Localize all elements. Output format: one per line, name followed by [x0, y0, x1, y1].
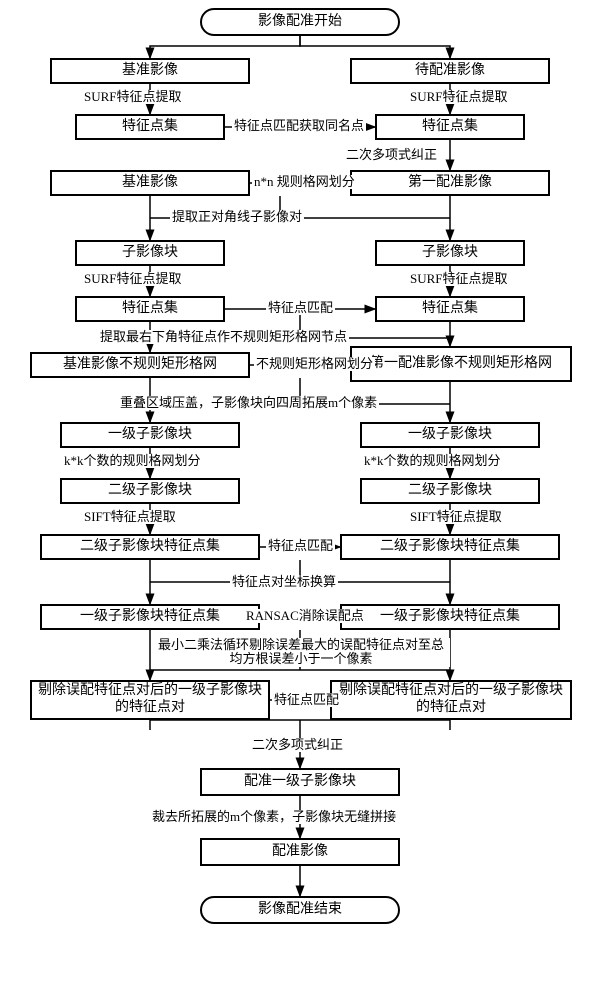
node-n1L: 基准影像	[50, 58, 250, 84]
node-n10L: 一级子影像块特征点集	[40, 604, 260, 630]
edge-label: 特征点对坐标换算	[230, 575, 338, 589]
node-n6L: 基准影像不规则矩形格网	[30, 352, 250, 378]
edge-label: 特征点匹配	[266, 301, 335, 315]
node-n12: 配准一级子影像块	[200, 768, 400, 796]
edge-label: SURF特征点提取	[408, 272, 510, 286]
node-n2R: 特征点集	[375, 114, 525, 140]
edge-label: 提取正对角线子影像对	[170, 210, 304, 224]
node-n3L: 基准影像	[50, 170, 250, 196]
edge-label: 裁去所拓展的m个像素，子影像块无缝拼接	[150, 810, 398, 824]
edge-label: 最小二乘法循环剔除误差最大的误配特征点对至总均方根误差小于一个像素	[152, 638, 450, 667]
edge-label: RANSAC消除误配点	[244, 609, 366, 623]
node-n5L: 特征点集	[75, 296, 225, 322]
node-n11R: 剔除误配特征点对后的一级子影像块的特征点对	[330, 680, 572, 720]
node-n9L: 二级子影像块特征点集	[40, 534, 260, 560]
node-n7L: 一级子影像块	[60, 422, 240, 448]
node-n8R: 二级子影像块	[360, 478, 540, 504]
edge-label: 特征点匹配	[272, 693, 341, 707]
node-n6R: 第一配准影像不规则矩形格网	[350, 346, 572, 382]
edge-label: SURF特征点提取	[82, 90, 184, 104]
node-n9R: 二级子影像块特征点集	[340, 534, 560, 560]
node-n8L: 二级子影像块	[60, 478, 240, 504]
node-n13: 配准影像	[200, 838, 400, 866]
node-n3R: 第一配准影像	[350, 170, 550, 196]
edge-label: 重叠区域压盖，子影像块向四周拓展m个像素	[118, 396, 379, 410]
edge-label: SIFT特征点提取	[82, 510, 178, 524]
end-node: 影像配准结束	[200, 896, 400, 924]
node-n1R: 待配准影像	[350, 58, 550, 84]
edge-label: 提取最右下角特征点作不规则矩形格网节点	[98, 330, 349, 344]
node-n5R: 特征点集	[375, 296, 525, 322]
node-n7R: 一级子影像块	[360, 422, 540, 448]
edge-label: 特征点匹配	[266, 539, 335, 553]
node-n4L: 子影像块	[75, 240, 225, 266]
edge-label: 二次多项式纠正	[250, 738, 345, 752]
edge-label: 不规则矩形格网划分	[254, 357, 375, 371]
node-n11L: 剔除误配特征点对后的一级子影像块的特征点对	[30, 680, 270, 720]
edge-label: n*n 规则格网划分	[252, 175, 357, 189]
node-n10R: 一级子影像块特征点集	[340, 604, 560, 630]
node-n2L: 特征点集	[75, 114, 225, 140]
start-node: 影像配准开始	[200, 8, 400, 36]
edge-label: SURF特征点提取	[82, 272, 184, 286]
edge-label: k*k个数的规则格网划分	[362, 454, 503, 468]
edge-label: SURF特征点提取	[408, 90, 510, 104]
edge-label: 二次多项式纠正	[344, 148, 439, 162]
edge-label: 特征点匹配获取同名点	[232, 119, 366, 133]
edge-label: k*k个数的规则格网划分	[62, 454, 203, 468]
node-n4R: 子影像块	[375, 240, 525, 266]
edge-label: SIFT特征点提取	[408, 510, 504, 524]
